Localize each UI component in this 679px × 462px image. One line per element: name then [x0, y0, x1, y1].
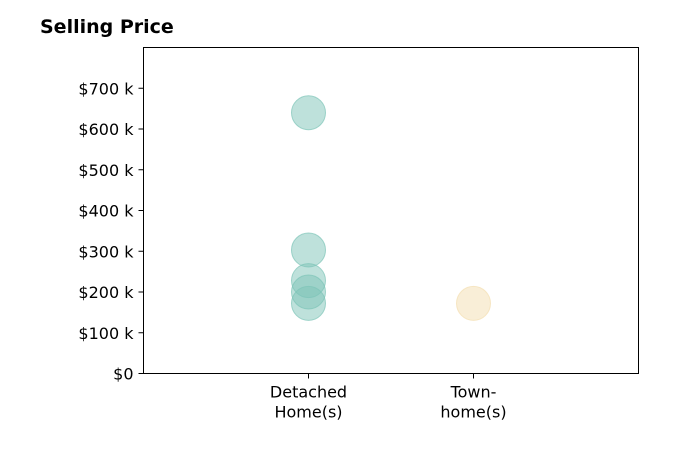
data-point: [291, 285, 326, 321]
data-point: [291, 95, 326, 131]
x-tick-label: Town-home(s): [440, 383, 506, 422]
y-tick-label: $0: [113, 365, 133, 384]
y-tick-label: $500 k: [78, 161, 134, 180]
y-tick-label: $300 k: [78, 242, 134, 261]
plot-frame: [143, 47, 639, 374]
y-tick-label: $400 k: [78, 202, 134, 221]
x-tick-label: Detached Home(s): [270, 383, 347, 422]
y-tick-label: $200 k: [78, 283, 134, 302]
data-point: [291, 232, 326, 268]
x-axis: Detached Home(s) Town-home(s): [270, 373, 507, 422]
y-axis: $0 $100 k $200 k $300 k $400 k $500 k $600 k $7…: [78, 79, 144, 384]
y-tick-label: $600 k: [78, 120, 134, 139]
y-tick-label: $700 k: [78, 79, 134, 98]
y-tick-label: $100 k: [78, 324, 134, 343]
data-points: [291, 95, 491, 321]
chart-title: Selling Price: [40, 16, 174, 38]
data-point: [456, 285, 491, 321]
